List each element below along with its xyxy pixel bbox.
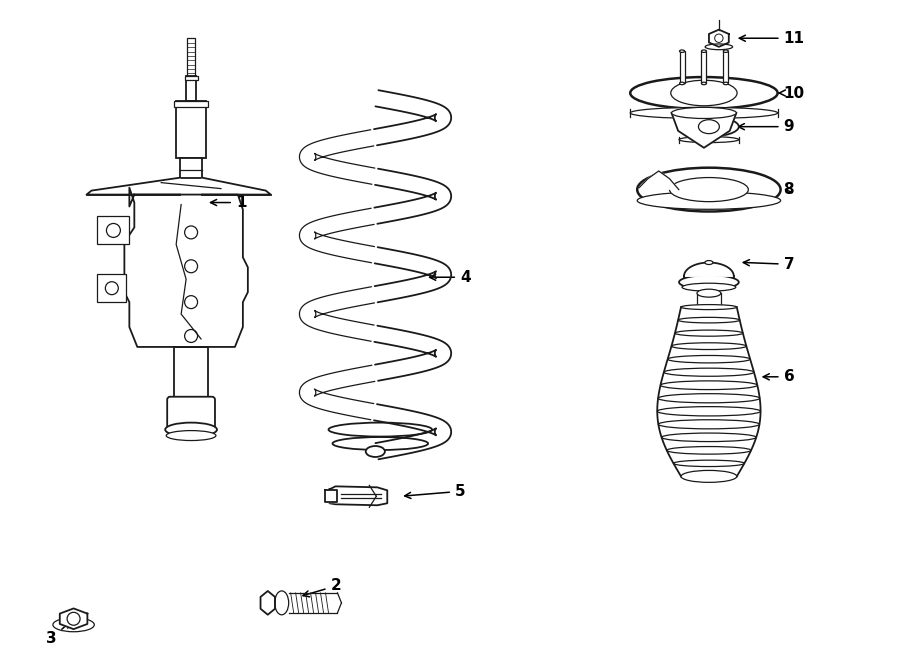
Ellipse shape — [630, 107, 778, 118]
Text: 11: 11 — [739, 30, 805, 46]
FancyBboxPatch shape — [176, 101, 206, 158]
FancyBboxPatch shape — [184, 76, 198, 80]
Ellipse shape — [681, 474, 737, 479]
Polygon shape — [329, 487, 387, 505]
Polygon shape — [374, 90, 451, 145]
Circle shape — [184, 296, 198, 308]
Polygon shape — [300, 130, 375, 184]
FancyBboxPatch shape — [186, 76, 196, 101]
Polygon shape — [300, 209, 374, 263]
Ellipse shape — [328, 422, 432, 436]
Ellipse shape — [667, 447, 752, 454]
Polygon shape — [374, 326, 451, 381]
Polygon shape — [374, 404, 451, 459]
Ellipse shape — [166, 422, 217, 436]
Polygon shape — [657, 307, 760, 477]
Polygon shape — [289, 593, 341, 613]
Ellipse shape — [53, 618, 94, 632]
Ellipse shape — [670, 80, 737, 106]
FancyBboxPatch shape — [180, 158, 202, 177]
Ellipse shape — [662, 433, 756, 442]
Ellipse shape — [637, 167, 780, 211]
Polygon shape — [124, 187, 248, 347]
Text: 3: 3 — [47, 622, 70, 645]
Ellipse shape — [671, 343, 746, 350]
FancyBboxPatch shape — [175, 347, 208, 400]
Polygon shape — [325, 491, 338, 502]
Ellipse shape — [680, 50, 685, 52]
FancyBboxPatch shape — [167, 397, 215, 432]
Ellipse shape — [681, 471, 737, 483]
FancyBboxPatch shape — [680, 51, 685, 83]
Ellipse shape — [675, 330, 742, 336]
Polygon shape — [86, 177, 180, 195]
Ellipse shape — [682, 283, 736, 291]
Ellipse shape — [705, 44, 733, 50]
Ellipse shape — [680, 82, 685, 85]
FancyBboxPatch shape — [724, 51, 728, 83]
Polygon shape — [374, 169, 451, 224]
Ellipse shape — [332, 437, 428, 450]
Text: 10: 10 — [778, 85, 805, 101]
Ellipse shape — [166, 430, 216, 440]
Ellipse shape — [724, 82, 728, 85]
Circle shape — [106, 224, 121, 238]
Circle shape — [184, 330, 198, 342]
FancyBboxPatch shape — [97, 216, 130, 244]
Polygon shape — [260, 591, 275, 615]
Ellipse shape — [679, 117, 739, 136]
Ellipse shape — [274, 591, 289, 615]
Text: 4: 4 — [429, 269, 471, 285]
Circle shape — [184, 260, 198, 273]
Ellipse shape — [678, 317, 740, 323]
Ellipse shape — [679, 136, 739, 142]
Ellipse shape — [664, 368, 754, 376]
FancyBboxPatch shape — [97, 274, 126, 302]
Text: 9: 9 — [738, 119, 794, 134]
Ellipse shape — [705, 261, 713, 265]
Ellipse shape — [697, 289, 721, 297]
Polygon shape — [709, 30, 729, 47]
Ellipse shape — [658, 394, 760, 403]
Ellipse shape — [365, 446, 385, 457]
Polygon shape — [639, 171, 679, 189]
Ellipse shape — [673, 460, 744, 467]
Polygon shape — [300, 287, 374, 341]
Text: 1: 1 — [211, 195, 247, 210]
Ellipse shape — [657, 406, 760, 416]
Text: 8: 8 — [784, 182, 794, 197]
FancyBboxPatch shape — [701, 51, 706, 83]
FancyBboxPatch shape — [175, 101, 208, 107]
Text: 2: 2 — [303, 579, 341, 597]
Polygon shape — [59, 608, 87, 629]
Ellipse shape — [698, 120, 719, 134]
Circle shape — [68, 612, 80, 626]
Ellipse shape — [670, 177, 748, 202]
Ellipse shape — [701, 82, 706, 85]
Ellipse shape — [630, 77, 778, 109]
Text: 5: 5 — [405, 484, 465, 499]
Ellipse shape — [668, 355, 751, 363]
Text: 6: 6 — [763, 369, 795, 385]
Ellipse shape — [701, 50, 706, 52]
Ellipse shape — [679, 275, 739, 289]
Polygon shape — [300, 365, 375, 420]
Ellipse shape — [724, 50, 728, 52]
Polygon shape — [671, 113, 736, 148]
Text: 7: 7 — [743, 257, 794, 272]
Circle shape — [184, 226, 198, 239]
Ellipse shape — [658, 420, 760, 429]
Polygon shape — [202, 177, 271, 195]
Polygon shape — [374, 247, 451, 303]
Ellipse shape — [671, 107, 736, 118]
Ellipse shape — [637, 192, 780, 209]
FancyBboxPatch shape — [187, 38, 195, 76]
Circle shape — [715, 34, 723, 42]
Circle shape — [105, 282, 118, 295]
Ellipse shape — [661, 381, 757, 390]
Ellipse shape — [681, 305, 737, 310]
Polygon shape — [684, 263, 734, 276]
FancyBboxPatch shape — [697, 293, 721, 307]
